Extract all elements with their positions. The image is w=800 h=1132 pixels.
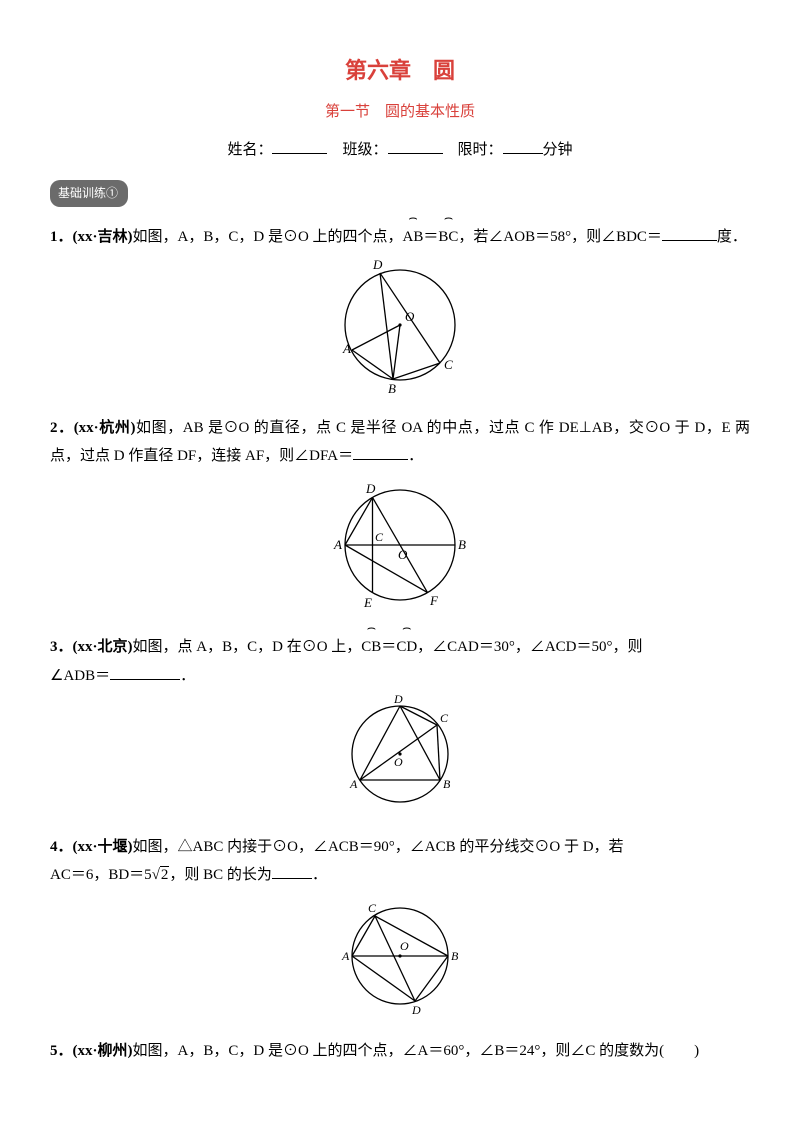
p2-answer-blank[interactable] bbox=[353, 444, 408, 460]
p2-num: 2． bbox=[50, 420, 74, 436]
svg-text:C: C bbox=[375, 530, 384, 544]
svg-text:D: D bbox=[393, 694, 403, 706]
problem-5: 5．(xx·柳州)如图，A，B，C，D 是⊙O 上的四个点，∠A＝60°，∠B＝… bbox=[50, 1037, 750, 1066]
p1-eq: ＝ bbox=[423, 229, 438, 245]
p5-t1: 如图，A，B，C，D 是⊙O 上的四个点，∠A＝60°，∠B＝24°，则∠C 的… bbox=[133, 1043, 700, 1059]
svg-text:D: D bbox=[372, 257, 383, 272]
svg-text:A: A bbox=[342, 341, 351, 356]
svg-text:B: B bbox=[443, 777, 451, 791]
p1-src: (xx·吉林) bbox=[73, 229, 133, 245]
problem-4: 4．(xx·十堰)如图，△ABC 内接于⊙O，∠ACB＝90°，∠ACB 的平分… bbox=[50, 833, 750, 1030]
svg-text:A: A bbox=[341, 949, 350, 963]
section-title: 第一节 圆的基本性质 bbox=[50, 98, 750, 127]
p2-src: (xx·杭州) bbox=[74, 420, 136, 436]
time-label: 限时： bbox=[458, 142, 503, 158]
p5-num: 5． bbox=[50, 1043, 73, 1059]
p3-end: ． bbox=[180, 668, 195, 684]
p3-line2: ∠ADB＝ bbox=[50, 668, 110, 684]
time-blank[interactable] bbox=[503, 138, 543, 154]
svg-text:C: C bbox=[444, 357, 453, 372]
svg-text:F: F bbox=[429, 593, 439, 608]
figure-1: A B C D O bbox=[50, 255, 750, 406]
p2-end: ． bbox=[408, 448, 423, 464]
p1-num: 1． bbox=[50, 229, 73, 245]
svg-text:E: E bbox=[363, 595, 372, 610]
figure-2: A B C D E F O bbox=[50, 475, 750, 626]
p3-t1: 如图，点 A，B，C，D 在⊙O 上， bbox=[133, 639, 362, 655]
svg-text:O: O bbox=[394, 755, 403, 769]
p4-num: 4． bbox=[50, 839, 73, 855]
name-label: 姓名： bbox=[227, 142, 272, 158]
p4-end: ． bbox=[312, 867, 327, 883]
svg-text:B: B bbox=[388, 381, 396, 395]
p4-t1: 如图，△ABC 内接于⊙O，∠ACB＝90°，∠ACB 的平分线交⊙O 于 D，… bbox=[133, 839, 624, 855]
figure-3: A B C D O bbox=[50, 694, 750, 825]
svg-text:D: D bbox=[365, 481, 376, 496]
p4-answer-blank[interactable] bbox=[272, 863, 312, 879]
p5-src: (xx·柳州) bbox=[73, 1043, 133, 1059]
class-label: 班级： bbox=[342, 142, 387, 158]
svg-text:B: B bbox=[451, 949, 459, 963]
p1-t2: ，若∠AOB＝58°，则∠BDC＝ bbox=[458, 229, 662, 245]
arc-bc: BC bbox=[438, 223, 458, 252]
problem-2: 2．(xx·杭州)如图，AB 是⊙O 的直径，点 C 是半径 OA 的中点，过点… bbox=[50, 414, 750, 626]
p3-num: 3． bbox=[50, 639, 73, 655]
svg-text:D: D bbox=[411, 1003, 421, 1017]
section-tag: 基础训练① bbox=[50, 180, 128, 207]
svg-text:C: C bbox=[368, 901, 377, 915]
arc-cd: CD bbox=[396, 633, 417, 662]
svg-text:A: A bbox=[349, 777, 358, 791]
chapter-title: 第六章 圆 bbox=[50, 50, 750, 92]
info-line: 姓名： 班级： 限时： 分钟 bbox=[50, 136, 750, 165]
sqrt-icon: √2 bbox=[152, 861, 170, 890]
p4-line2a: AC＝6，BD＝5 bbox=[50, 867, 152, 883]
svg-text:B: B bbox=[458, 537, 466, 552]
svg-text:O: O bbox=[398, 547, 408, 562]
problem-1: 1．(xx·吉林)如图，A，B，C，D 是⊙O 上的四个点，AB＝BC，若∠AO… bbox=[50, 223, 750, 406]
p1-t1: 如图，A，B，C，D 是⊙O 上的四个点， bbox=[133, 229, 403, 245]
svg-text:C: C bbox=[440, 711, 449, 725]
svg-text:O: O bbox=[405, 309, 415, 324]
svg-text:O: O bbox=[400, 939, 409, 953]
p1-answer-blank[interactable] bbox=[662, 225, 717, 241]
p4-src: (xx·十堰) bbox=[73, 839, 133, 855]
p4-line2b: ，则 BC 的长为 bbox=[169, 867, 272, 883]
p3-eq: ＝ bbox=[381, 639, 396, 655]
arc-ab: AB bbox=[403, 223, 424, 252]
problem-3: 3．(xx·北京)如图，点 A，B，C，D 在⊙O 上，CB＝CD，∠CAD＝3… bbox=[50, 633, 750, 825]
p3-answer-blank[interactable] bbox=[110, 664, 180, 680]
p3-t2: ，∠CAD＝30°，∠ACD＝50°，则 bbox=[417, 639, 642, 655]
svg-text:A: A bbox=[333, 537, 342, 552]
p1-unit: 度． bbox=[717, 229, 747, 245]
time-unit: 分钟 bbox=[543, 142, 573, 158]
figure-4: A B C D O bbox=[50, 894, 750, 1030]
class-blank[interactable] bbox=[388, 138, 443, 154]
name-blank[interactable] bbox=[272, 138, 327, 154]
arc-cb: CB bbox=[361, 633, 381, 662]
p3-src: (xx·北京) bbox=[73, 639, 133, 655]
